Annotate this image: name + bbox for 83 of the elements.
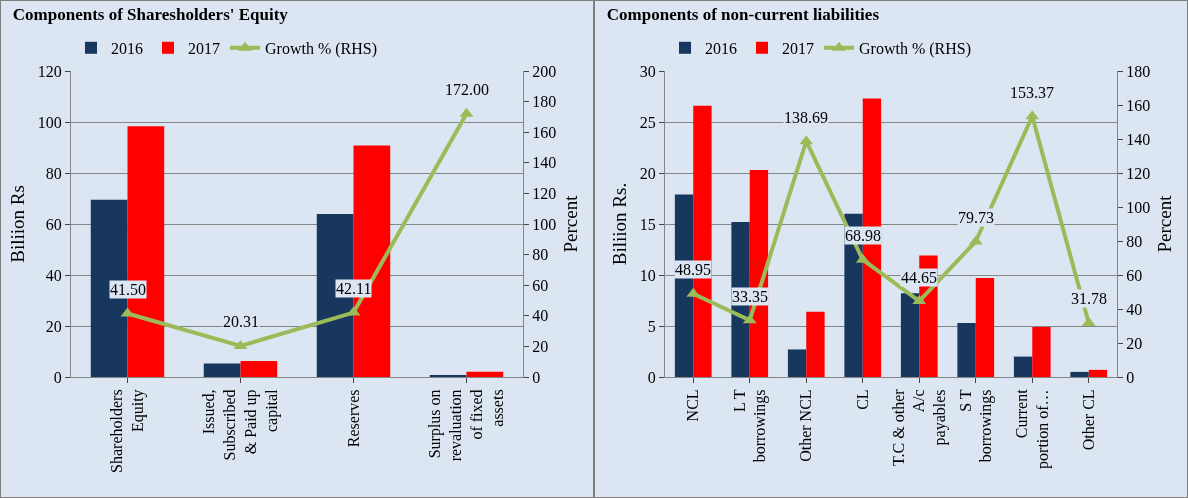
bar — [975, 278, 995, 377]
y2-tick-label: 120 — [532, 185, 557, 202]
data-label: 20.31 — [223, 313, 259, 330]
y2-axis-title: Percent — [1154, 194, 1175, 253]
y-tick-label: 0 — [647, 368, 656, 386]
chart-title: Components of Sharesholders' Equity — [12, 5, 289, 25]
y-tick-label: 15 — [639, 215, 656, 233]
y2-tick-label: 20 — [532, 338, 549, 355]
y2-tick-label: 180 — [1126, 62, 1151, 80]
chart-title: Components of non-current liabilities — [606, 5, 880, 25]
x-tick-label: Other CL — [1079, 389, 1097, 451]
x-tick-label: Surplus on revaluation of fixed assets — [426, 389, 506, 462]
legend-label: 2017 — [188, 40, 220, 58]
y2-tick-label: 140 — [1126, 130, 1151, 148]
x-tick-label: Other NCL — [797, 389, 815, 462]
y-axis-title: Biliion Rs. — [608, 182, 630, 266]
legend-label: Growth % (RHS) — [859, 40, 971, 59]
y2-tick-label: 200 — [532, 62, 557, 80]
data-label: 48.95 — [675, 261, 711, 278]
data-label: 138.69 — [784, 109, 828, 126]
x-tick-label: Issued, Subscribed & Paid up capital — [200, 388, 281, 461]
y2-tick-label: 120 — [1126, 164, 1151, 182]
data-label: 153.37 — [1010, 84, 1054, 101]
y2-tick-label: 180 — [532, 93, 557, 111]
y-tick-label: 0 — [53, 368, 62, 386]
x-tick-label: CL — [853, 389, 871, 410]
data-label: 172.00 — [445, 81, 489, 98]
bar — [203, 363, 241, 377]
y-tick-label: 10 — [639, 266, 656, 284]
data-label: 68.98 — [845, 227, 881, 244]
y2-axis-title: Percent — [560, 194, 581, 253]
y2-tick-label: 140 — [532, 154, 557, 172]
y2-tick-label: 160 — [1126, 96, 1151, 114]
bar — [806, 311, 825, 377]
y-tick-label: 25 — [639, 113, 656, 131]
x-tick-label: NCL — [684, 389, 702, 422]
y2-tick-label: 80 — [1126, 232, 1143, 250]
legend-label: 2017 — [782, 40, 814, 58]
data-label: 44.65 — [901, 269, 937, 286]
legend-label: 2016 — [705, 40, 737, 58]
y-tick-label: 20 — [45, 317, 62, 335]
y-axis-title: Biliion Rs — [6, 185, 28, 263]
y-tick-label: 120 — [37, 62, 62, 80]
bar — [466, 371, 504, 377]
y-tick-label: 30 — [639, 62, 656, 80]
bar — [1070, 371, 1089, 377]
data-label: 41.50 — [110, 281, 146, 298]
data-label: 31.78 — [1071, 290, 1107, 307]
bar — [787, 349, 807, 377]
y2-tick-label: 20 — [1126, 334, 1143, 352]
bar — [1088, 369, 1108, 377]
bar — [429, 374, 467, 377]
x-tick-label: L T borrowings — [730, 389, 770, 463]
bar — [900, 293, 920, 377]
x-tick-label: Shareholders Equity — [108, 389, 148, 473]
x-tick-label: T.C & other A/c payables — [889, 388, 950, 466]
bar — [1013, 356, 1033, 377]
bar — [240, 360, 278, 377]
y-tick-label: 20 — [639, 164, 656, 182]
y2-tick-label: 0 — [532, 368, 541, 386]
y2-tick-label: 160 — [532, 123, 557, 141]
legend-label: 2016 — [111, 40, 143, 58]
data-label: 42.11 — [336, 280, 372, 297]
y2-tick-label: 0 — [1126, 368, 1135, 386]
x-tick-label: Current portion of… — [1013, 388, 1052, 469]
y-tick-label: 5 — [647, 317, 656, 335]
legend-label: Growth % (RHS) — [265, 40, 377, 59]
y2-tick-label: 100 — [532, 215, 557, 233]
y2-tick-label: 40 — [1126, 300, 1143, 318]
bar — [957, 322, 976, 377]
data-label: 79.73 — [958, 209, 994, 226]
y2-tick-label: 60 — [532, 276, 549, 294]
bar — [1032, 327, 1051, 377]
y-tick-label: 40 — [45, 266, 62, 284]
y2-tick-label: 80 — [532, 246, 549, 264]
y-tick-label: 100 — [37, 113, 62, 131]
y2-tick-label: 100 — [1126, 198, 1151, 216]
data-label: 33.35 — [732, 288, 768, 305]
y-tick-label: 60 — [45, 215, 62, 233]
y2-tick-label: 40 — [532, 307, 549, 325]
y2-tick-label: 60 — [1126, 266, 1143, 284]
x-tick-label: Reserves — [344, 389, 362, 448]
y-tick-label: 80 — [45, 164, 62, 182]
